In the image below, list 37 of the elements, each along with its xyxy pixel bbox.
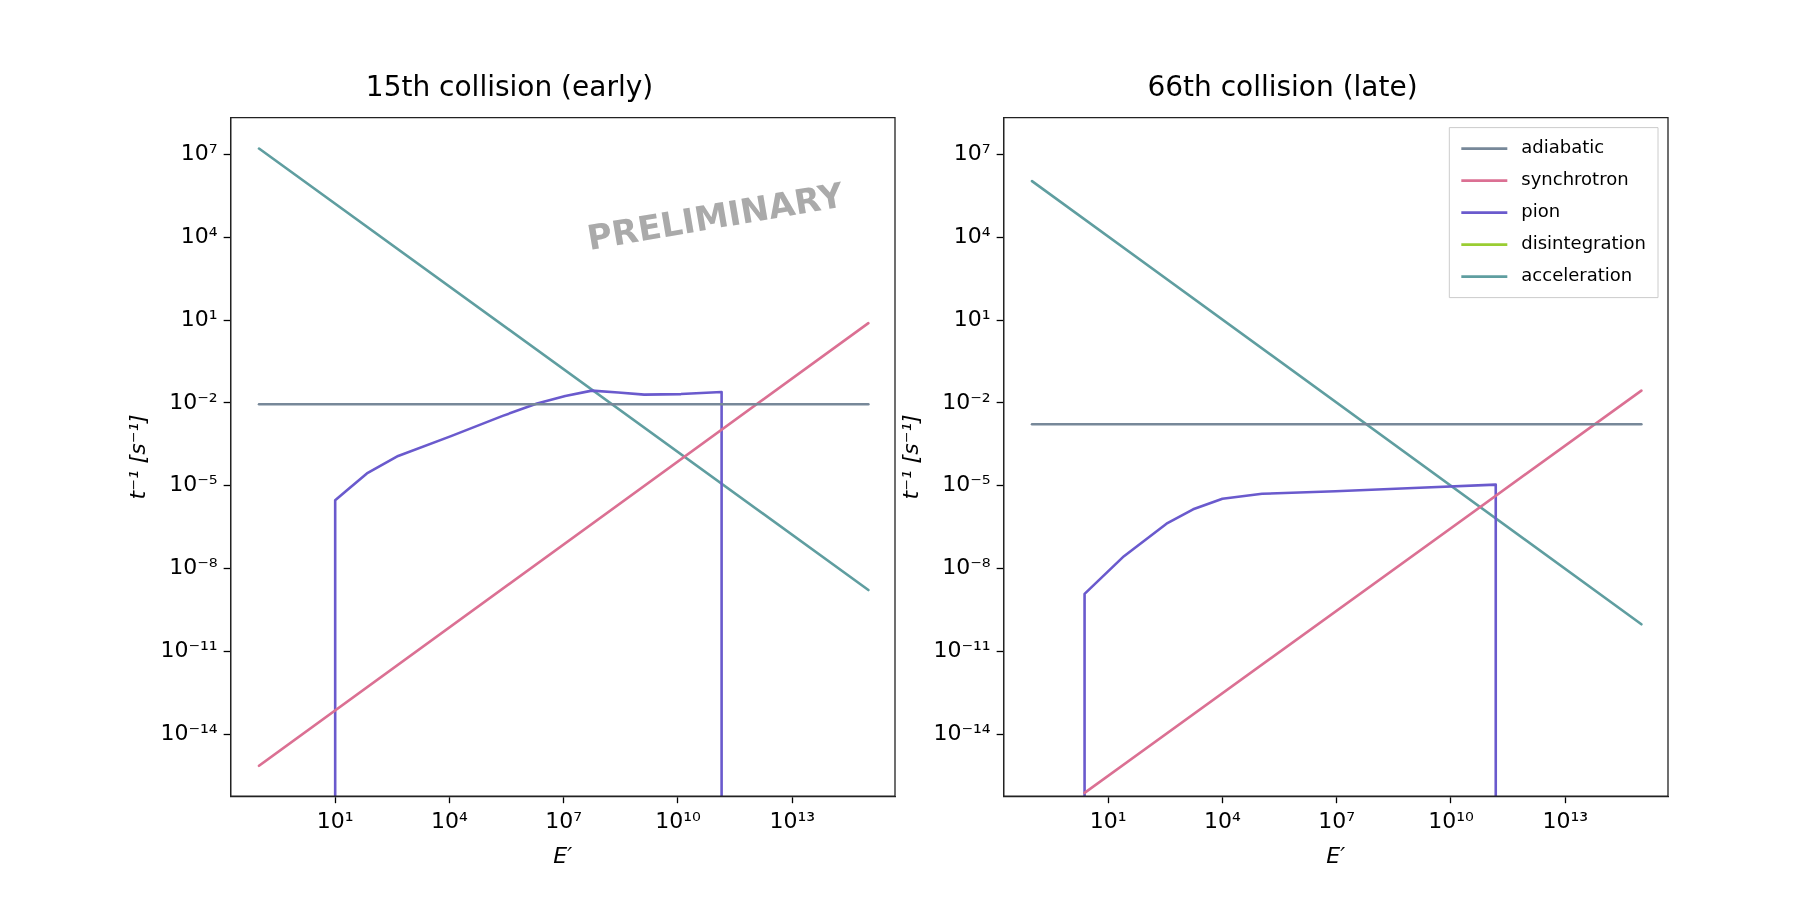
- x-tick-label: 10¹³: [1542, 808, 1589, 834]
- chart-title: 66th collision (late): [1147, 70, 1418, 104]
- legend-label: acceleration: [1521, 264, 1633, 286]
- x-tick-label: 10⁷: [1318, 808, 1356, 834]
- y-tick-label: 10⁻¹⁴: [933, 719, 991, 745]
- legend-label: pion: [1521, 200, 1561, 222]
- chart-title: 15th collision (early): [365, 70, 654, 104]
- y-tick-label: 10⁻¹¹: [160, 637, 218, 663]
- y-tick-label: 10⁻¹¹: [933, 637, 991, 663]
- x-tick-label: 10¹⁰: [655, 808, 701, 834]
- x-tick-label: 10⁴: [431, 808, 469, 834]
- legend-label: adiabatic: [1521, 136, 1605, 158]
- y-axis-title: t⁻¹ [s⁻¹]: [124, 414, 150, 500]
- x-tick-label: 10⁴: [1204, 808, 1242, 834]
- y-tick-label: 10⁷: [180, 140, 218, 166]
- x-axis-title: E′: [1326, 842, 1346, 868]
- x-tick-label: 10¹⁰: [1428, 808, 1474, 834]
- y-tick-label: 10¹: [180, 305, 218, 331]
- y-tick-label: 10⁻²: [169, 388, 218, 414]
- x-tick-label: 10¹: [1089, 808, 1127, 834]
- y-tick-label: 10⁴: [180, 223, 218, 249]
- legend-label: synchrotron: [1521, 168, 1629, 190]
- y-tick-label: 10¹: [953, 305, 991, 331]
- y-axis-title: t⁻¹ [s⁻¹]: [897, 414, 923, 500]
- y-tick-label: 10⁴: [953, 223, 991, 249]
- x-tick-label: 10¹: [316, 808, 354, 834]
- x-tick-label: 10⁷: [545, 808, 583, 834]
- y-tick-label: 10⁷: [953, 140, 991, 166]
- y-tick-label: 10⁻⁸: [942, 554, 991, 580]
- legend-label: disintegration: [1521, 232, 1647, 254]
- x-axis-title: E′: [553, 842, 573, 868]
- y-tick-label: 10⁻¹⁴: [160, 719, 218, 745]
- y-tick-label: 10⁻⁵: [169, 471, 218, 497]
- x-tick-label: 10¹³: [769, 808, 816, 834]
- y-tick-label: 10⁻⁵: [942, 471, 991, 497]
- y-tick-label: 10⁻⁸: [169, 554, 218, 580]
- y-tick-label: 10⁻²: [942, 388, 991, 414]
